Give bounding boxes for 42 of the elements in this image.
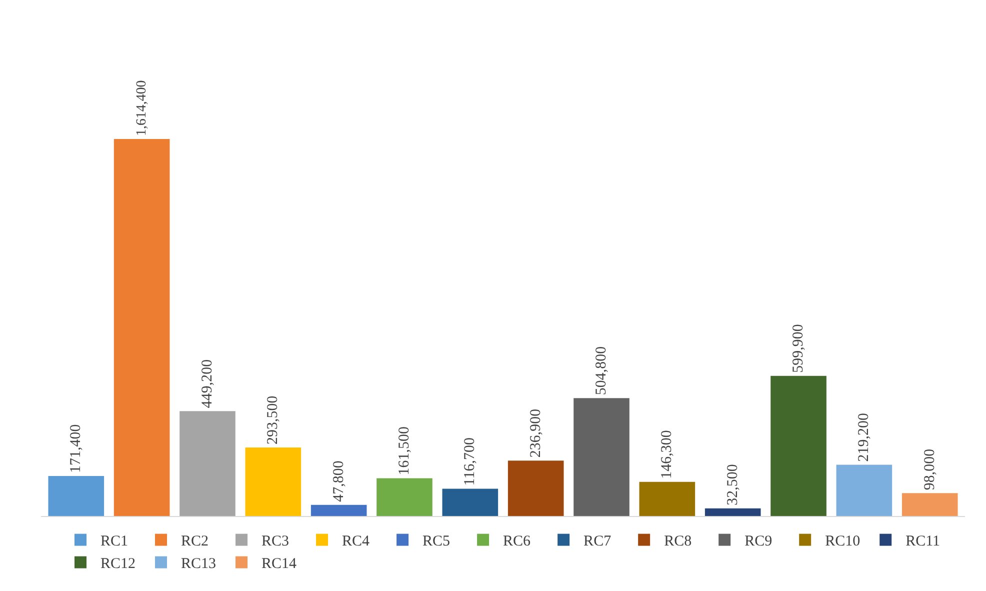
data-label: 599,900 [790,324,807,373]
bar [442,488,498,516]
data-label: 146,300 [659,430,676,479]
data-label: 236,900 [528,408,544,458]
data-label: 1,614,400 [134,80,150,136]
legend-label: RC11 [906,534,940,550]
legend-label: RC1 [100,534,128,550]
bar [245,447,302,516]
data-label: 116,700 [462,438,478,486]
data-label: 171,400 [68,424,84,473]
legend-label: RC3 [262,534,290,550]
data-label: 32,500 [724,464,741,506]
legend-label: RC5 [422,534,450,550]
legend-label: RC12 [100,556,136,572]
bar [902,493,958,516]
legend-label: RC13 [181,556,216,572]
data-label: 449,200 [199,359,216,408]
data-label: 219,200 [856,413,872,462]
data-label: 293,500 [265,396,282,444]
legend-label: RC6 [503,534,532,550]
legend-label: RC14 [262,556,298,572]
bar [639,482,696,516]
legend-label: RC7 [584,534,612,550]
legend-label: RC9 [744,534,772,550]
data-label: 161,500 [396,426,412,476]
data-label: 47,800 [330,460,347,502]
legend-label: RC2 [181,534,209,550]
legend-label: RC8 [664,534,692,550]
bar [770,376,826,516]
bar [376,478,432,516]
bar [48,476,104,516]
bar [180,411,236,516]
bar [574,398,630,516]
data-label: 504,800 [594,346,610,396]
data-label: 98,000 [922,448,938,490]
bar [310,504,367,516]
bar [114,139,170,516]
bar [704,508,761,516]
legend-label: RC4 [342,534,370,550]
legend-label: RC10 [825,534,860,550]
bar [508,460,564,516]
bar [836,464,892,516]
